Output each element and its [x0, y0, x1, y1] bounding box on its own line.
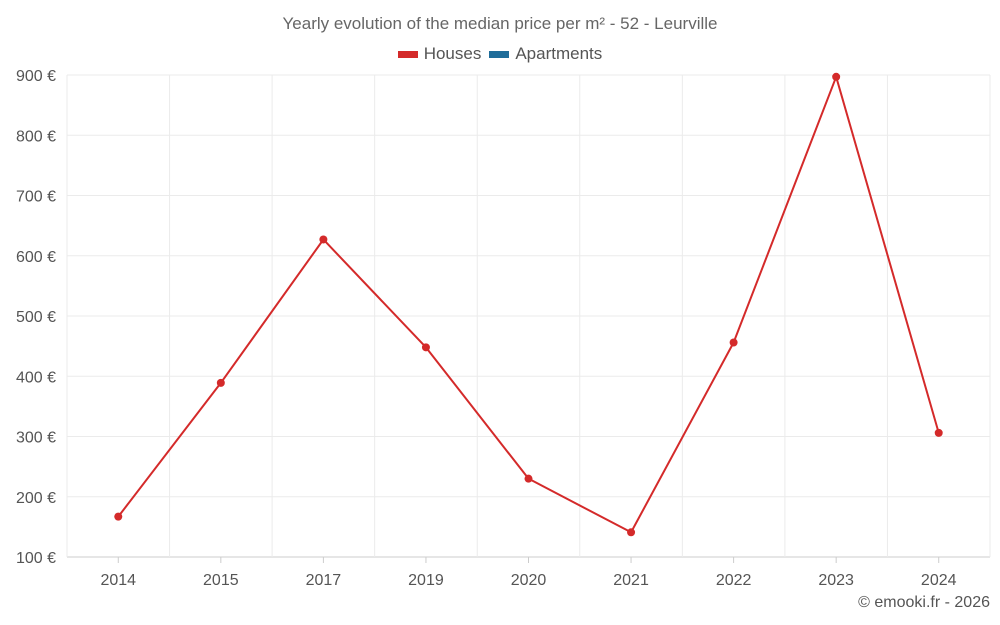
- y-tick-label: 800 €: [16, 128, 56, 145]
- data-point-houses: [319, 235, 328, 244]
- x-tick-label: 2020: [511, 572, 547, 589]
- x-tick-label: 2022: [716, 572, 752, 589]
- data-point-houses: [216, 378, 225, 387]
- y-tick-label: 900 €: [16, 68, 56, 85]
- x-tick-label: 2021: [613, 572, 649, 589]
- x-tick-label: 2014: [100, 572, 136, 589]
- y-tick-label: 100 €: [16, 550, 56, 567]
- legend-swatch-houses: [397, 50, 418, 58]
- y-tick-label: 600 €: [16, 249, 56, 266]
- data-point-houses: [729, 338, 738, 347]
- legend-item-houses[interactable]: Houses: [397, 44, 482, 64]
- data-point-houses: [627, 528, 636, 537]
- credit-text: © emooki.fr - 2026: [858, 594, 990, 611]
- x-tick-label: 2019: [408, 572, 444, 589]
- y-tick-label: 300 €: [16, 430, 56, 447]
- data-point-houses: [114, 512, 123, 521]
- series-line-houses: [117, 75, 940, 534]
- legend: Houses Apartments: [0, 44, 1000, 64]
- x-tick-label: 2017: [306, 572, 342, 589]
- chart-title: Yearly evolution of the median price per…: [282, 14, 718, 33]
- y-tick-label: 200 €: [16, 490, 56, 507]
- x-tick-label: 2024: [921, 572, 957, 589]
- y-tick-label: 400 €: [16, 369, 56, 386]
- x-tick-label: 2015: [203, 572, 239, 589]
- legend-swatch-apartments: [489, 50, 510, 58]
- data-point-houses: [832, 72, 841, 81]
- legend-item-apartments[interactable]: Apartments: [489, 44, 602, 64]
- legend-label-houses: Houses: [423, 44, 482, 63]
- data-point-houses: [421, 343, 430, 352]
- data-point-houses: [524, 474, 533, 483]
- y-tick-label: 500 €: [16, 309, 56, 326]
- x-tick-label: 2023: [818, 572, 854, 589]
- data-point-houses: [934, 428, 943, 437]
- legend-label-apartments: Apartments: [515, 44, 603, 63]
- y-tick-label: 700 €: [16, 189, 56, 206]
